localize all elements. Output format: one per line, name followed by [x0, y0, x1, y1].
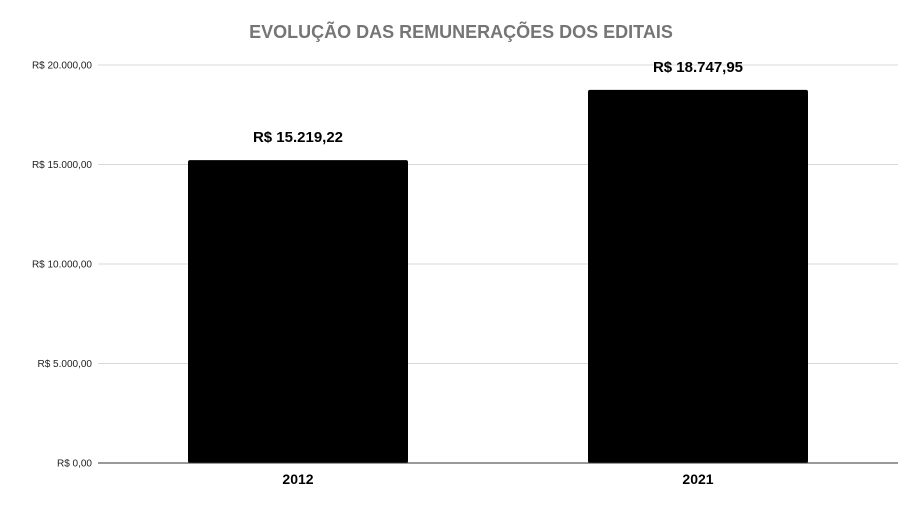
bars [188, 89, 808, 464]
data-label-2021: R$ 18.747,95 [653, 59, 743, 76]
y-tick-label: R$ 20.000,00 [32, 61, 92, 72]
y-tick-label: R$ 5.000,00 [38, 359, 93, 370]
y-tick-label: R$ 10.000,00 [32, 260, 92, 271]
y-tick-label: R$ 15.000,00 [32, 160, 92, 171]
data-labels: R$ 15.219,22 R$ 18.747,95 [253, 59, 743, 146]
y-tick-label: R$ 0,00 [57, 459, 92, 470]
x-category-label: 2012 [282, 471, 313, 487]
chart-title: EVOLUÇÃO DAS REMUNERAÇÕES DOS EDITAIS [249, 22, 673, 42]
y-axis-tick-labels: R$ 0,00 R$ 5.000,00 R$ 10.000,00 R$ 15.000,… [32, 61, 92, 470]
bar-2012 [188, 160, 408, 464]
x-category-label: 2021 [682, 471, 713, 487]
data-label-2012: R$ 15.219,22 [253, 129, 343, 146]
bar-2021 [588, 89, 808, 463]
category-labels: 2012 2021 [282, 471, 713, 487]
